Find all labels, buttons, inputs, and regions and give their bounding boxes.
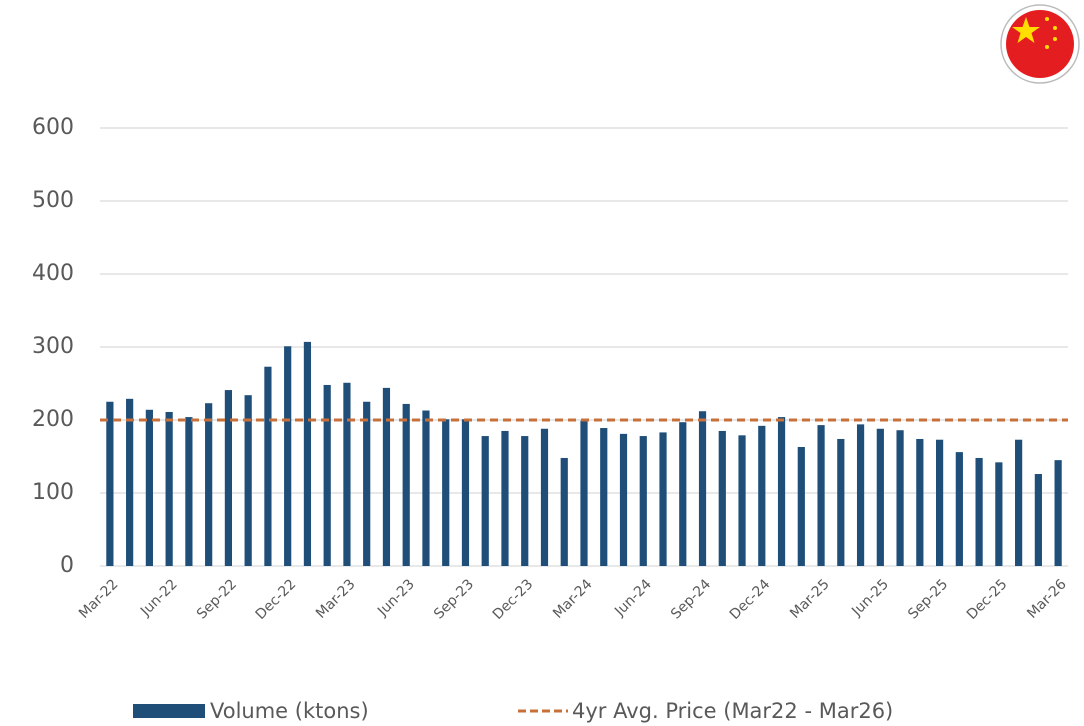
x-tick-label: Jun-22 <box>137 576 181 620</box>
bar <box>106 401 114 566</box>
x-tick-label: Jun-24 <box>611 576 655 620</box>
bar <box>264 366 272 566</box>
bar <box>659 432 667 566</box>
bar <box>303 341 312 566</box>
bar <box>402 403 410 566</box>
legend-label: Volume (ktons) <box>210 699 369 723</box>
legend-label: 4yr Avg. Price (Mar22 - Mar26) <box>572 699 893 723</box>
bar <box>896 430 904 566</box>
bar <box>639 436 647 566</box>
bar <box>560 457 568 566</box>
bar <box>145 409 153 566</box>
y-tick-label: 100 <box>32 480 74 505</box>
bar <box>363 401 371 566</box>
bar <box>817 425 825 566</box>
bar <box>758 425 766 566</box>
bar <box>1034 474 1042 566</box>
bar <box>244 395 252 566</box>
bar <box>126 398 134 566</box>
y-tick-label: 600 <box>32 115 74 140</box>
bar <box>343 382 351 566</box>
y-tick-label: 500 <box>32 188 74 213</box>
x-tick-label: Dec-25 <box>964 576 1011 623</box>
x-tick-label: Dec-24 <box>727 576 774 623</box>
bar <box>1015 439 1023 566</box>
x-tick-label: Jun-23 <box>374 576 418 620</box>
bar <box>1054 460 1062 566</box>
y-tick-label: 300 <box>32 334 74 359</box>
bar <box>679 422 687 566</box>
bar <box>619 433 628 566</box>
bar <box>185 417 193 566</box>
bar <box>224 390 233 566</box>
bar <box>481 436 489 566</box>
x-tick-label: Sep-23 <box>431 576 477 622</box>
bar <box>284 346 292 566</box>
y-tick-label: 0 <box>60 553 74 578</box>
bar <box>777 417 786 566</box>
bar <box>916 438 924 566</box>
bar <box>738 435 746 566</box>
legend-swatch <box>133 704 205 718</box>
y-tick-label: 400 <box>32 261 74 286</box>
x-tick-label: Jun-25 <box>848 576 892 620</box>
x-tick-label: Mar-24 <box>550 576 596 622</box>
y-tick-label: 200 <box>32 407 74 432</box>
bar <box>876 428 884 566</box>
x-tick-label: Sep-24 <box>668 576 714 622</box>
bar <box>540 428 549 566</box>
bar <box>698 411 707 566</box>
bar <box>580 420 588 566</box>
x-tick-label: Mar-26 <box>1024 576 1070 622</box>
bar <box>837 438 845 566</box>
x-tick-label: Mar-23 <box>313 576 359 622</box>
bar <box>205 403 213 566</box>
bar <box>461 419 470 566</box>
x-tick-label: Sep-22 <box>194 576 240 622</box>
bar <box>165 411 173 566</box>
x-tick-label: Mar-22 <box>76 576 122 622</box>
bar <box>442 419 450 566</box>
bar <box>382 387 391 566</box>
bar <box>323 384 331 566</box>
x-tick-label: Dec-23 <box>490 576 537 623</box>
bar <box>935 439 944 566</box>
bar <box>955 452 963 566</box>
bar <box>600 428 608 566</box>
bar <box>995 462 1003 566</box>
bar <box>501 430 509 566</box>
bar <box>975 457 983 566</box>
bar <box>422 410 430 566</box>
x-tick-label: Mar-25 <box>787 576 833 622</box>
bar <box>718 430 726 566</box>
x-tick-label: Sep-25 <box>905 576 951 622</box>
bar <box>856 424 865 566</box>
x-tick-label: Dec-22 <box>253 576 300 623</box>
flag-icon <box>1000 4 1080 84</box>
bar <box>521 436 529 566</box>
bar <box>797 447 805 566</box>
